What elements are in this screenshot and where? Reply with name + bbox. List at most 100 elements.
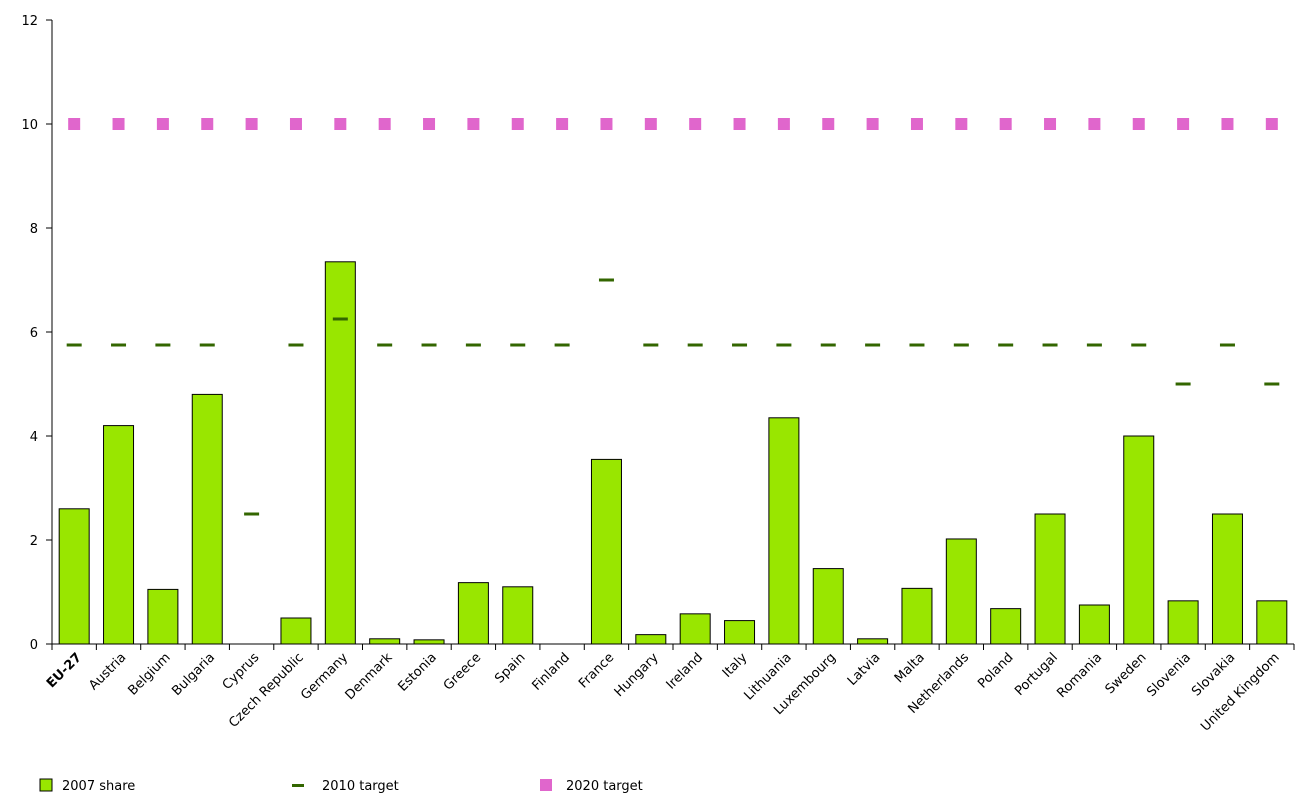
target-2010-netherlands [953, 343, 969, 347]
target-2010-germany [332, 317, 348, 321]
x-tick-label-portugal: Portugal [1012, 650, 1061, 699]
x-tick-label-estonia: Estonia [395, 650, 439, 694]
target-2020-portugal [1044, 118, 1057, 130]
target-2010-bulgaria [199, 343, 215, 347]
target-2020-poland [999, 118, 1012, 130]
x-tick-label-cyprus: Cyprus [220, 650, 263, 693]
target-2010-estonia [421, 343, 437, 347]
bar-hungary [635, 634, 667, 645]
x-tick-label-eu-27: EU-27 [44, 650, 85, 691]
legend-label-2010-target: 2010 target [322, 779, 399, 794]
target-2020-bulgaria [201, 118, 214, 130]
target-2020-luxembourg [822, 118, 835, 130]
y-tick-label: 8 [30, 222, 38, 237]
y-axis: 0 2 4 6 8 10 12 [21, 14, 53, 653]
target-2020-romania [1088, 118, 1101, 130]
x-tick-label-germany: Germany [298, 650, 351, 703]
x-axis [51, 643, 1295, 650]
target-2010-greece [465, 343, 481, 347]
x-tick-label-belgium: Belgium [125, 650, 173, 698]
bar-belgium [147, 588, 179, 645]
target-2020-france [600, 118, 613, 130]
x-tick-label-denmark: Denmark [343, 650, 396, 703]
x-tick-label-hungary: Hungary [612, 650, 662, 700]
bar-lithuania [768, 417, 800, 645]
target-2020-lithuania [777, 118, 790, 130]
marks-2010-target [66, 278, 1280, 516]
bar-austria [103, 425, 135, 645]
target-2010-malta [909, 343, 925, 347]
x-tick-label-czech-republic: Czech Republic [226, 650, 307, 731]
bar-germany [324, 261, 356, 645]
target-2020-latvia [866, 118, 879, 130]
target-2010-luxembourg [820, 343, 836, 347]
bar-romania [1078, 604, 1110, 645]
x-tick-label-ireland: Ireland [664, 650, 706, 692]
target-2020-netherlands [955, 118, 968, 130]
bars-2007-share [58, 261, 1288, 645]
target-2010-lithuania [776, 343, 792, 347]
marks-2020-target [68, 118, 1278, 130]
bar-bulgaria [191, 393, 223, 645]
target-2010-slovakia [1219, 343, 1235, 347]
bar-france [590, 458, 622, 645]
bar-poland [990, 608, 1022, 645]
y-tick-label: 0 [30, 638, 38, 653]
bar-greece [457, 582, 489, 645]
x-tick-label-spain: Spain [492, 650, 528, 686]
target-2010-france [598, 278, 614, 282]
bar-sweden [1123, 435, 1155, 645]
target-2020-cyprus [245, 118, 258, 130]
target-2010-italy [732, 343, 748, 347]
x-tick-label-romania: Romania [1054, 650, 1105, 701]
bar-luxembourg [812, 568, 844, 645]
x-tick-label-slovenia: Slovenia [1144, 650, 1194, 700]
bar-denmark [369, 638, 401, 645]
x-tick-label-austria: Austria [86, 650, 129, 693]
target-2020-eu-27 [68, 118, 81, 130]
legend: 2007 share 2010 target 2020 target [39, 778, 643, 794]
y-tick-label: 10 [21, 118, 38, 133]
target-2020-finland [556, 118, 569, 130]
target-2010-cyprus [244, 512, 260, 516]
target-2010-latvia [865, 343, 881, 347]
target-2020-malta [910, 118, 923, 130]
y-tick-label: 12 [21, 14, 38, 29]
bar-latvia [857, 638, 889, 645]
y-tick-label: 6 [30, 326, 38, 341]
target-2020-denmark [378, 118, 391, 130]
target-2020-united-kingdom [1265, 118, 1278, 130]
bar-netherlands [945, 538, 977, 645]
target-2020-slovenia [1177, 118, 1190, 130]
bar-spain [502, 586, 534, 645]
target-2020-belgium [156, 118, 169, 130]
x-tick-label-bulgaria: Bulgaria [169, 650, 218, 699]
target-2020-austria [112, 118, 125, 130]
x-tick-label-france: France [576, 650, 617, 691]
legend-swatch-2010-target [292, 784, 304, 787]
x-tick-label-finland: Finland [529, 650, 572, 693]
target-2020-germany [334, 118, 347, 130]
target-2020-greece [467, 118, 480, 130]
y-tick-label: 4 [30, 430, 38, 445]
target-2010-ireland [687, 343, 703, 347]
target-2020-sweden [1132, 118, 1145, 130]
bar-slovakia [1211, 513, 1243, 645]
bar-estonia [413, 639, 445, 645]
bar-czech-republic [280, 617, 312, 645]
x-tick-label-latvia: Latvia [845, 650, 884, 689]
bar-ireland [679, 613, 711, 645]
target-2010-sweden [1131, 343, 1147, 347]
target-2020-italy [733, 118, 746, 130]
target-2020-spain [511, 118, 524, 130]
target-2020-czech-republic [289, 118, 302, 130]
target-2010-finland [554, 343, 570, 347]
x-tick-label-italy: Italy [720, 650, 751, 681]
target-2010-romania [1086, 343, 1102, 347]
x-tick-label-sweden: Sweden [1103, 650, 1150, 697]
bar-eu-27 [58, 508, 90, 645]
target-2010-austria [111, 343, 127, 347]
target-2020-ireland [689, 118, 702, 130]
target-2010-poland [998, 343, 1014, 347]
